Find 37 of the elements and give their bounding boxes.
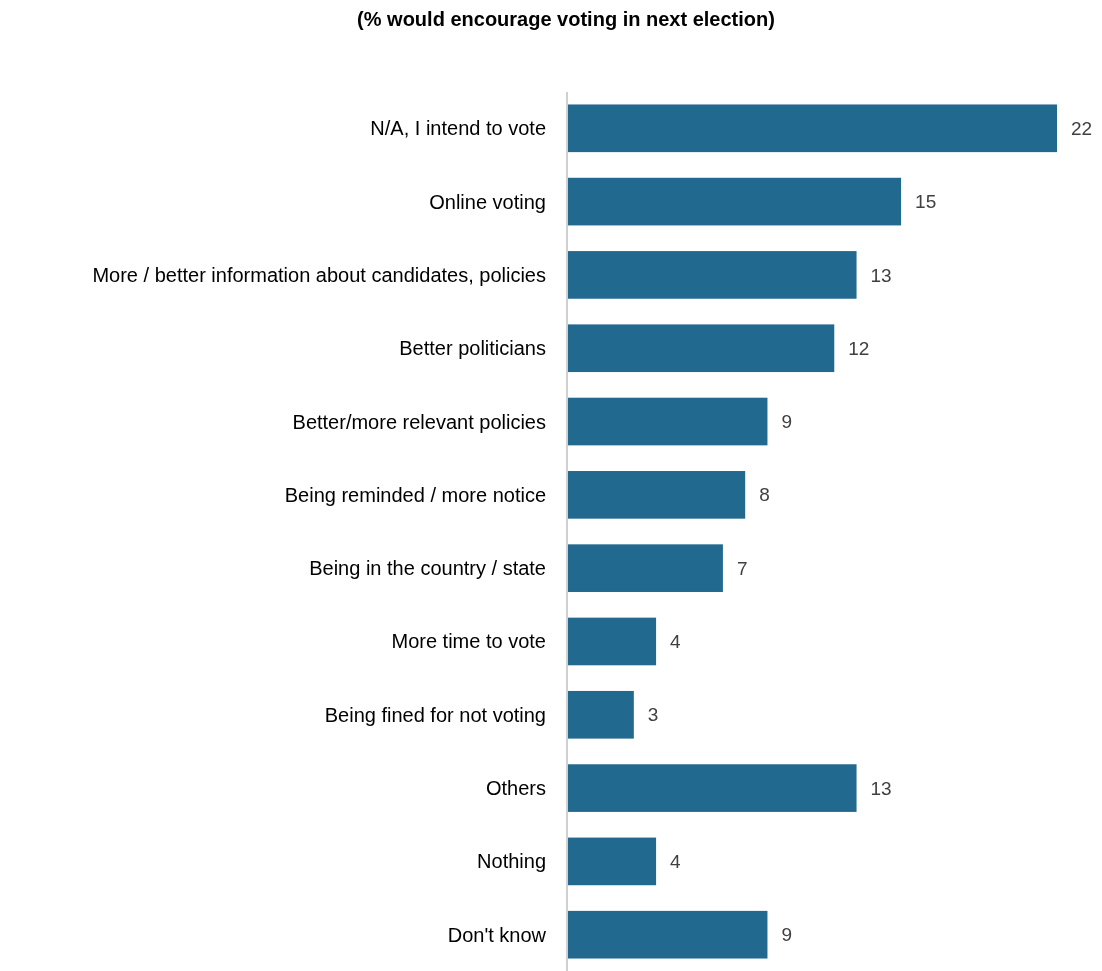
bar bbox=[567, 471, 746, 519]
bar bbox=[567, 910, 768, 959]
y-tick-label: Others bbox=[485, 777, 546, 800]
bar bbox=[567, 397, 768, 446]
y-tick-label: Being fined for not voting bbox=[324, 703, 546, 726]
bar bbox=[567, 690, 634, 739]
data-label: 4 bbox=[670, 631, 682, 653]
bar bbox=[567, 617, 657, 666]
bar bbox=[567, 251, 857, 299]
chart-title: (% would encourage voting in next election) bbox=[357, 8, 775, 30]
bar bbox=[567, 177, 902, 226]
data-label: 12 bbox=[848, 337, 870, 359]
bar bbox=[567, 764, 857, 812]
data-label: 13 bbox=[870, 264, 892, 286]
data-label: 8 bbox=[759, 484, 770, 506]
y-tick-label: Being in the country / state bbox=[309, 557, 546, 580]
bar bbox=[567, 324, 835, 373]
bar bbox=[567, 837, 657, 886]
y-tick-label: Don't know bbox=[447, 923, 547, 946]
y-tick-label: N/A, I intend to vote bbox=[370, 117, 546, 140]
data-label: 13 bbox=[870, 777, 892, 799]
y-tick-label: More / better information about candidates, policies bbox=[92, 263, 546, 286]
data-label: 15 bbox=[915, 191, 937, 213]
y-tick-label: Better/more relevant policies bbox=[292, 410, 546, 433]
bar bbox=[567, 544, 723, 592]
bar bbox=[567, 104, 1057, 153]
data-label: 9 bbox=[781, 924, 793, 946]
data-label: 4 bbox=[670, 851, 682, 873]
data-label: 22 bbox=[1071, 117, 1093, 139]
y-tick-label: Nothing bbox=[477, 850, 546, 873]
data-label: 9 bbox=[781, 411, 793, 433]
y-tick-label: Online voting bbox=[429, 190, 546, 213]
data-label: 3 bbox=[647, 704, 659, 726]
y-tick-label: Being reminded / more notice bbox=[284, 483, 546, 506]
y-tick-label: Better politicians bbox=[399, 337, 546, 360]
data-label: 7 bbox=[736, 557, 748, 579]
y-tick-label: More time to vote bbox=[391, 630, 546, 653]
